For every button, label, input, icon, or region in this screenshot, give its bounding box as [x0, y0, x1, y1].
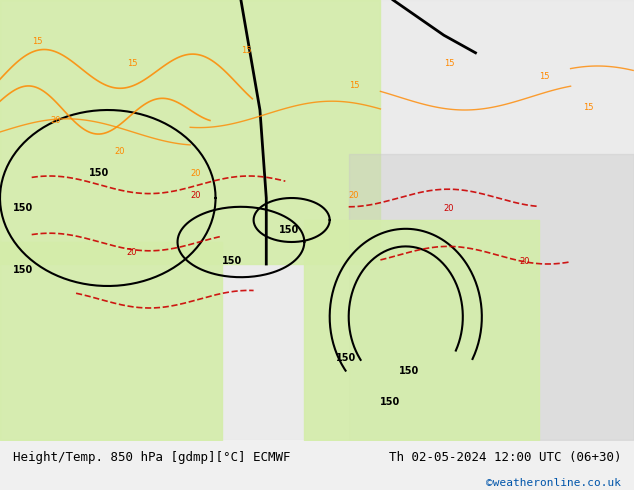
- Text: 20: 20: [520, 257, 531, 266]
- Text: 150: 150: [336, 353, 356, 363]
- Text: 150: 150: [399, 366, 420, 376]
- Text: 20: 20: [190, 169, 201, 178]
- Text: 15: 15: [539, 72, 550, 81]
- Text: 20: 20: [51, 116, 61, 125]
- Text: 20: 20: [127, 248, 138, 257]
- Text: 15: 15: [583, 103, 594, 112]
- Text: 20: 20: [190, 191, 201, 200]
- Text: 150: 150: [13, 265, 33, 275]
- Text: 15: 15: [127, 59, 138, 68]
- Text: 20: 20: [349, 191, 359, 200]
- Text: Height/Temp. 850 hPa [gdmp][°C] ECMWF: Height/Temp. 850 hPa [gdmp][°C] ECMWF: [13, 451, 290, 464]
- Text: 150: 150: [279, 225, 299, 235]
- Text: 15: 15: [32, 37, 42, 46]
- Text: Th 02-05-2024 12:00 UTC (06+30): Th 02-05-2024 12:00 UTC (06+30): [389, 451, 621, 464]
- Text: 20: 20: [114, 147, 125, 156]
- Text: 150: 150: [222, 256, 242, 266]
- Text: 15: 15: [444, 59, 455, 68]
- Text: ©weatheronline.co.uk: ©weatheronline.co.uk: [486, 477, 621, 488]
- Text: 20: 20: [444, 204, 455, 213]
- Text: 150: 150: [380, 397, 401, 407]
- Text: 15: 15: [349, 81, 359, 90]
- Text: 150: 150: [89, 168, 109, 178]
- Text: 150: 150: [13, 203, 33, 213]
- Text: 15: 15: [241, 46, 252, 55]
